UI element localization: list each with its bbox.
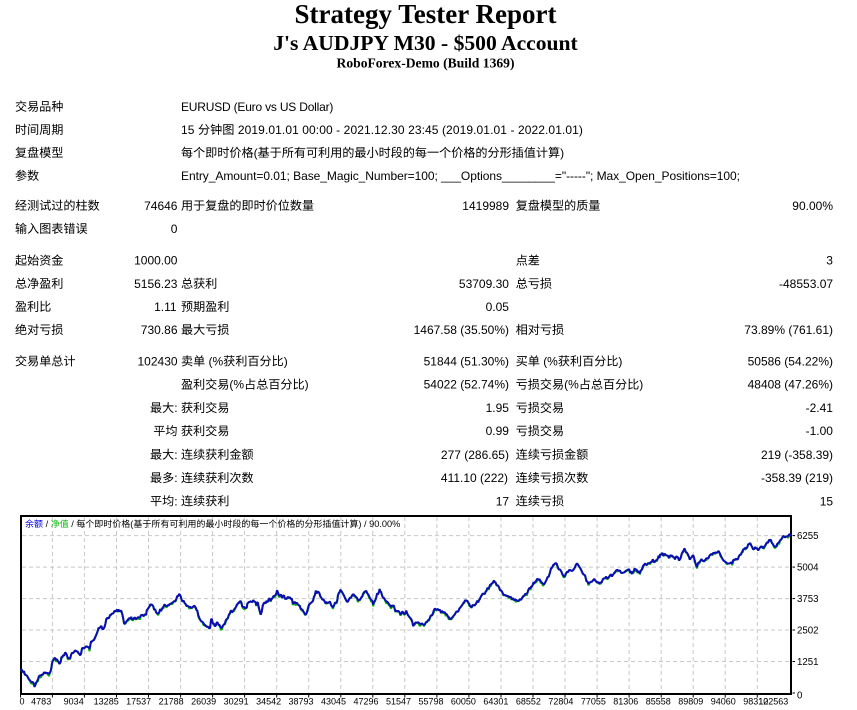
svg-text:90.00%: 90.00% xyxy=(792,199,833,213)
svg-text:30291: 30291 xyxy=(224,697,249,707)
svg-text:77055: 77055 xyxy=(581,697,606,707)
svg-text:): ) xyxy=(639,378,643,392)
svg-text:98312: 98312 xyxy=(743,697,768,707)
svg-text:21788: 21788 xyxy=(159,697,184,707)
svg-text:17537: 17537 xyxy=(126,697,151,707)
svg-text:EURUSD (Euro vs US Dollar): EURUSD (Euro vs US Dollar) xyxy=(181,100,333,114)
svg-text:17: 17 xyxy=(496,494,510,508)
svg-text:48408 (47.26%): 48408 (47.26%) xyxy=(748,378,833,392)
svg-text:72804: 72804 xyxy=(548,697,573,707)
svg-text:-2.41: -2.41 xyxy=(806,401,834,415)
svg-text:3753: 3753 xyxy=(797,594,819,605)
svg-text:89809: 89809 xyxy=(678,697,703,707)
svg-text:(: ( xyxy=(254,146,258,160)
svg-text::: : xyxy=(174,401,177,415)
svg-text:-48553.07: -48553.07 xyxy=(779,277,833,291)
svg-text:1467.58 (35.50%): 1467.58 (35.50%) xyxy=(414,323,509,337)
svg-text:(: ( xyxy=(130,519,133,529)
svg-text:1.95: 1.95 xyxy=(486,401,510,415)
svg-text:1.11: 1.11 xyxy=(154,300,177,314)
svg-text:219 (-358.39): 219 (-358.39) xyxy=(761,448,833,462)
svg-text:/: / xyxy=(46,519,49,529)
svg-text:-1.00: -1.00 xyxy=(806,424,834,438)
svg-text:81306: 81306 xyxy=(613,697,638,707)
svg-text:85558: 85558 xyxy=(646,697,671,707)
svg-text:26039: 26039 xyxy=(191,697,216,707)
svg-text:(%: (% xyxy=(543,354,558,368)
svg-text:74646: 74646 xyxy=(144,199,178,213)
svg-text:68552: 68552 xyxy=(516,697,541,707)
svg-text:47296: 47296 xyxy=(353,697,378,707)
svg-text:54022 (52.74%): 54022 (52.74%) xyxy=(424,378,509,392)
svg-text:5004: 5004 xyxy=(797,563,819,574)
svg-text:Entry_Amount=0.01; Base_Magic_: Entry_Amount=0.01; Base_Magic_Number=100… xyxy=(181,169,740,183)
svg-text:) / 90.00%: ) / 90.00% xyxy=(358,519,400,529)
svg-text:73.89% (761.61): 73.89% (761.61) xyxy=(744,323,833,337)
svg-text:15: 15 xyxy=(181,123,195,137)
svg-text::: : xyxy=(174,494,177,508)
svg-text:60050: 60050 xyxy=(451,697,476,707)
svg-text::: : xyxy=(174,448,177,462)
svg-text:(%: (% xyxy=(209,354,224,368)
svg-text:Strategy Tester Report: Strategy Tester Report xyxy=(295,0,557,29)
svg-text:0: 0 xyxy=(19,697,24,707)
svg-text:2019.01.01 00:00 - 2021.12.30: 2019.01.01 00:00 - 2021.12.30 23:45 (201… xyxy=(238,123,583,137)
svg-text:51844 (51.30%): 51844 (51.30%) xyxy=(424,354,509,368)
svg-text:2502: 2502 xyxy=(797,626,819,637)
svg-text:J's AUDJPY M30 - $500 Account: J's AUDJPY M30 - $500 Account xyxy=(273,31,578,55)
svg-text:): ) xyxy=(618,354,622,368)
svg-text:): ) xyxy=(305,378,309,392)
svg-text:(%: (% xyxy=(564,378,579,392)
svg-text:43045: 43045 xyxy=(321,697,346,707)
svg-text:64301: 64301 xyxy=(483,697,508,707)
svg-text:13285: 13285 xyxy=(94,697,119,707)
svg-text:3: 3 xyxy=(826,254,833,268)
svg-text:0: 0 xyxy=(797,691,803,702)
svg-text:6255: 6255 xyxy=(797,531,819,542)
svg-text:): ) xyxy=(560,146,564,160)
svg-text:4783: 4783 xyxy=(31,697,51,707)
svg-text:102563: 102563 xyxy=(758,697,788,707)
svg-text:): ) xyxy=(284,354,288,368)
svg-text:9034: 9034 xyxy=(64,697,84,707)
svg-text:5156.23: 5156.23 xyxy=(134,277,178,291)
svg-text:34542: 34542 xyxy=(256,697,281,707)
svg-text:1000.00: 1000.00 xyxy=(134,254,178,268)
svg-text:1419989: 1419989 xyxy=(462,199,509,213)
svg-text:/: / xyxy=(71,519,74,529)
svg-text:94060: 94060 xyxy=(711,697,736,707)
svg-text:50586 (54.22%): 50586 (54.22%) xyxy=(748,354,833,368)
svg-text:730.86: 730.86 xyxy=(141,323,178,337)
svg-text:277 (286.65): 277 (286.65) xyxy=(441,448,509,462)
svg-text:51547: 51547 xyxy=(386,697,411,707)
svg-text:102430: 102430 xyxy=(138,354,178,368)
svg-text:0: 0 xyxy=(171,222,178,236)
svg-text:1251: 1251 xyxy=(797,657,819,668)
svg-text:RoboForex-Demo (Build 1369): RoboForex-Demo (Build 1369) xyxy=(337,56,515,72)
svg-text:53709.30: 53709.30 xyxy=(459,277,509,291)
svg-text:15: 15 xyxy=(820,494,834,508)
svg-text:0.05: 0.05 xyxy=(486,300,510,314)
svg-text:(%: (% xyxy=(229,378,244,392)
svg-text::: : xyxy=(174,471,177,485)
svg-text:-358.39 (219): -358.39 (219) xyxy=(761,471,833,485)
svg-text:411.10 (222): 411.10 (222) xyxy=(441,471,508,485)
svg-text:0.99: 0.99 xyxy=(486,424,510,438)
svg-text:38793: 38793 xyxy=(288,697,313,707)
svg-text:55798: 55798 xyxy=(418,697,443,707)
